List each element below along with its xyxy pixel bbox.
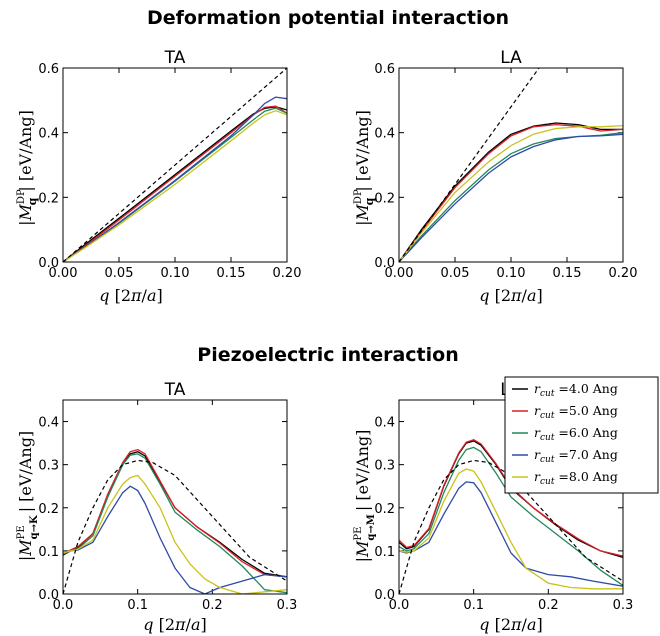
series-line-1 — [399, 439, 623, 557]
series-line-2 — [399, 446, 623, 586]
series-line-2 — [63, 453, 287, 594]
y-axis-label-dp-la: |MDPq| [eV/Ang] — [353, 110, 376, 226]
series-line-0 — [63, 106, 287, 262]
x-axis-label-dp-la: q [2π/a] — [479, 286, 542, 305]
legend-label-2: rcut =6.0 Ang — [534, 425, 618, 443]
svg-text:q [2π/a]: q [2π/a] — [479, 286, 542, 305]
legend-box — [504, 376, 659, 494]
x-tick-label: 0.05 — [105, 266, 134, 281]
series-line-4 — [399, 124, 623, 262]
x-tick-label: 0.15 — [217, 266, 246, 281]
svg-text:|MDPq| [eV/Ang]: |MDPq| [eV/Ang] — [353, 110, 376, 226]
y-tick-label: 0.4 — [374, 416, 395, 431]
panel-plot-area — [399, 68, 623, 262]
panel-title-dp_ta: TA — [164, 48, 186, 68]
panel-title-pe_ta: TA — [164, 380, 186, 400]
y-tick-label: 0.3 — [38, 459, 59, 474]
legend-label-4: rcut =8.0 Ang — [534, 469, 618, 487]
series-line-4 — [63, 474, 287, 594]
series-line-1 — [63, 105, 287, 262]
x-tick-label: 0.00 — [385, 266, 414, 281]
y-tick-label: 0.2 — [374, 191, 395, 206]
x-tick-label: 0.1 — [127, 598, 148, 613]
x-tick-label: 0.1 — [463, 598, 484, 613]
legend: rcut =4.0 Ang rcut =5.0 Ang rcut =6.0 Ang r… — [504, 376, 659, 494]
axes-frame — [398, 67, 624, 263]
series-line-3 — [63, 485, 287, 594]
series-line-4 — [63, 110, 287, 262]
x-tick-label: 0.20 — [273, 266, 302, 281]
dashed-reference-line — [399, 68, 540, 262]
x-tick-label: 0.00 — [49, 266, 78, 281]
legend-label-3: rcut =7.0 Ang — [534, 447, 618, 465]
svg-text:q [2π/a]: q [2π/a] — [143, 615, 206, 634]
panel-pe-ta: TA 0.0 0.1 0.2 0.3 0.0 0.1 0.2 0.3 0.4 — [38, 380, 297, 613]
y-tick-label: 0.2 — [38, 502, 59, 517]
series-line-3 — [399, 481, 623, 587]
y-axis-label-dp-ta: |MDPq| [eV/Ang] — [16, 110, 39, 226]
panel-dp-ta: TA 0.00 0.05 0.10 0.15 0.20 0.0 0.2 0.4 0.6 — [38, 48, 301, 281]
section-title-piezo: Piezoelectric interaction — [197, 344, 458, 366]
x-tick-label: 0.3 — [613, 598, 634, 613]
x-axis-label-pe-ta: q [2π/a] — [143, 615, 206, 634]
y-tick-label: 0.6 — [374, 62, 395, 77]
y-tick-label: 0.4 — [38, 127, 59, 142]
legend-label-0: rcut =4.0 Ang — [534, 381, 618, 399]
panel-plot-area — [63, 68, 287, 262]
y-tick-label: 0.3 — [374, 459, 395, 474]
series-line-4 — [399, 468, 623, 590]
x-tick-label: 0.10 — [497, 266, 526, 281]
x-tick-label: 0.0 — [389, 598, 410, 613]
axes-frame — [62, 67, 288, 263]
y-tick-label: 0.1 — [374, 545, 395, 560]
x-tick-label: 0.10 — [161, 266, 190, 281]
series-line-3 — [63, 96, 287, 262]
x-tick-label: 0.3 — [277, 598, 298, 613]
series-line-0 — [399, 122, 623, 262]
x-tick-label: 0.0 — [53, 598, 74, 613]
y-tick-label: 0.0 — [374, 588, 395, 603]
series-line-1 — [63, 448, 287, 578]
svg-text:|MDPq| [eV/Ang]: |MDPq| [eV/Ang] — [16, 110, 39, 226]
dashed-reference-line — [399, 459, 623, 594]
y-axis-label-pe-la: |MPE q→M| [eV/Ang] — [353, 430, 377, 563]
y-tick-label: 0.2 — [374, 502, 395, 517]
panel-dp-la: LA 0.00 0.05 0.10 0.15 0.20 0.0 0.2 0.4 0.6 — [374, 48, 637, 281]
axes-frame — [62, 399, 288, 595]
y-tick-label: 0.0 — [38, 256, 59, 271]
dashed-reference-line — [63, 459, 287, 594]
y-tick-label: 0.2 — [38, 191, 59, 206]
svg-text:q [2π/a]: q [2π/a] — [99, 286, 162, 305]
y-tick-label: 0.4 — [374, 127, 395, 142]
y-tick-label: 0.0 — [374, 256, 395, 271]
series-line-1 — [399, 123, 623, 262]
y-tick-label: 0.6 — [38, 62, 59, 77]
section-title-deformation: Deformation potential interaction — [147, 7, 509, 29]
y-tick-label: 0.0 — [38, 588, 59, 603]
x-tick-label: 0.05 — [441, 266, 470, 281]
x-tick-label: 0.20 — [609, 266, 638, 281]
x-axis-label-dp-ta: q [2π/a] — [99, 286, 162, 305]
series-line-2 — [399, 132, 623, 262]
x-tick-label: 0.15 — [553, 266, 582, 281]
panel-plot-area — [63, 448, 287, 594]
series-line-3 — [399, 133, 623, 262]
x-axis-label-pe-la: q [2π/a] — [479, 615, 542, 634]
series-line-0 — [63, 451, 287, 578]
x-tick-label: 0.2 — [538, 598, 559, 613]
svg-text:q [2π/a]: q [2π/a] — [479, 615, 542, 634]
panel-plot-area — [399, 439, 623, 594]
panel-title-dp_la: LA — [500, 48, 522, 68]
legend-label-1: rcut =5.0 Ang — [534, 403, 618, 421]
y-axis-label-pe-ta: |MPE q→K| [eV/Ang] — [16, 431, 40, 561]
y-tick-label: 0.1 — [38, 545, 59, 560]
x-tick-label: 0.2 — [202, 598, 223, 613]
y-tick-label: 0.4 — [38, 416, 59, 431]
dashed-reference-line — [63, 68, 287, 262]
